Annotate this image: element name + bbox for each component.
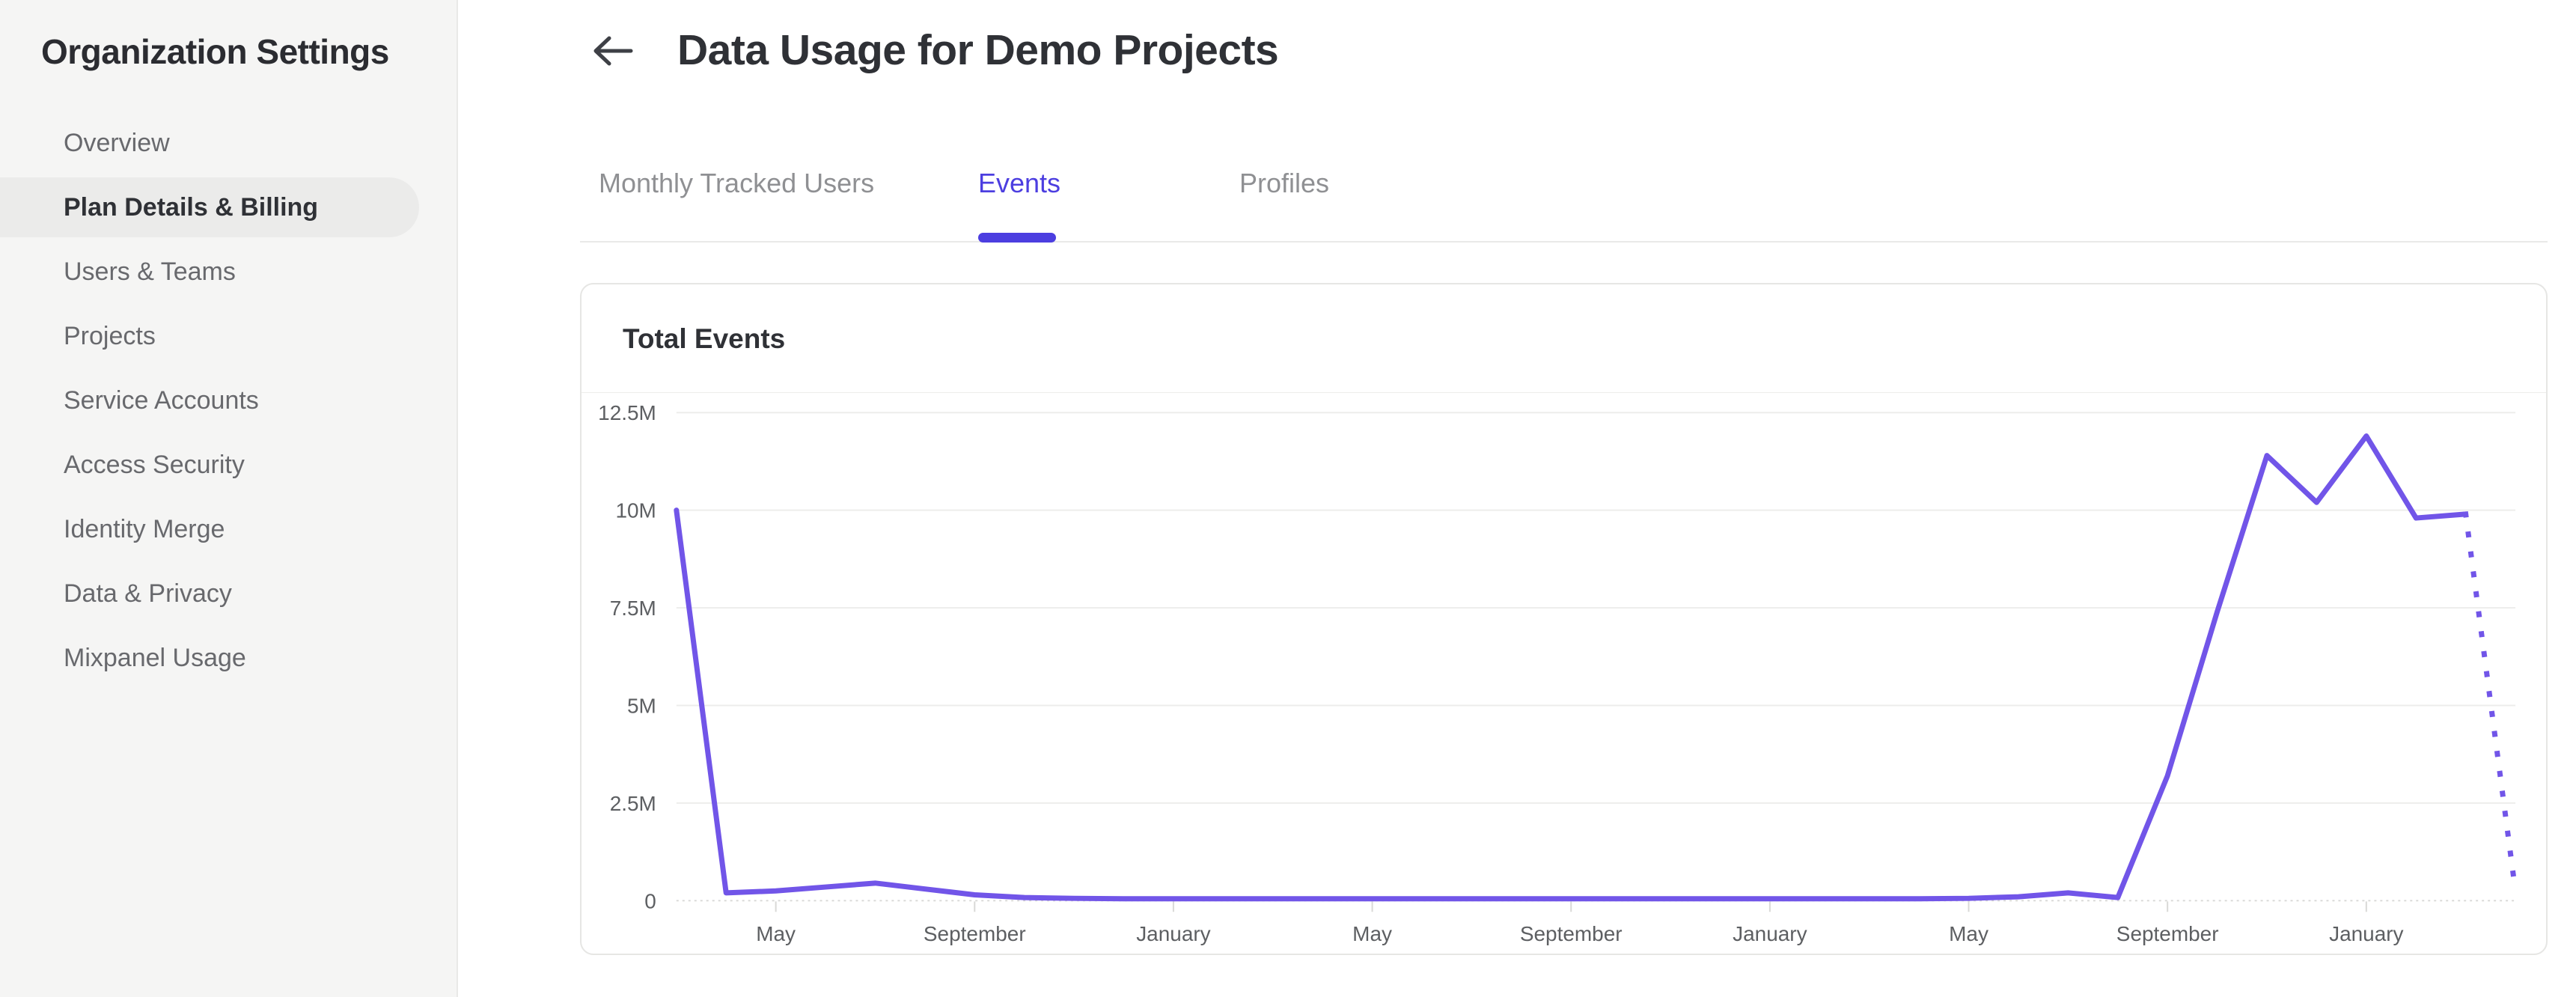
- sidebar-nav: Overview Plan Details & Billing Users & …: [0, 113, 458, 688]
- events-line: [674, 433, 2469, 902]
- tab-events[interactable]: Events: [978, 168, 1061, 198]
- sidebar-title: Organization Settings: [41, 32, 389, 71]
- x-axis-label: January: [2329, 922, 2403, 945]
- sidebar-item-overview[interactable]: Overview: [64, 128, 170, 157]
- x-axis-label: May: [1352, 922, 1392, 945]
- sidebar-item-mixpanel-usage[interactable]: Mixpanel Usage: [64, 643, 246, 672]
- active-tab-indicator: [978, 233, 1056, 243]
- chart-title: Total Events: [623, 323, 786, 354]
- back-arrow-icon: [590, 34, 634, 72]
- tab-profiles[interactable]: Profiles: [1239, 168, 1330, 198]
- x-axis-label: September: [1520, 922, 1623, 945]
- tab-monthly-tracked-users[interactable]: Monthly Tracked Users: [599, 168, 875, 198]
- x-axis-label: May: [756, 922, 796, 945]
- organization-settings-sidebar: Organization Settings Overview Plan Deta…: [0, 0, 458, 997]
- sidebar-item-access-security[interactable]: Access Security: [64, 450, 245, 479]
- tabs-bottom-border: [580, 241, 2548, 243]
- sidebar-item-plan-details-billing[interactable]: Plan Details & Billing: [0, 177, 419, 237]
- events-line-projected-dotted: [2462, 510, 2518, 894]
- y-axis-label: 0: [644, 889, 656, 912]
- y-axis-label: 5M: [627, 694, 656, 717]
- x-axis-label: January: [1136, 922, 1210, 945]
- y-axis-label: 7.5M: [610, 597, 656, 620]
- sidebar-item-service-accounts[interactable]: Service Accounts: [64, 385, 259, 415]
- x-axis-label: May: [1949, 922, 1989, 945]
- usage-line-chart: 12.5M 10M 7.5M 5M 2.5M 0 May September January Ma…: [598, 401, 2518, 945]
- sidebar-item-projects[interactable]: Projects: [64, 321, 156, 350]
- total-events-card: Total Events 12.5M 10M 7.5M 5M 2.5M 0 May Septe…: [580, 283, 2548, 955]
- card-divider: [582, 392, 2546, 393]
- back-button[interactable]: [588, 31, 636, 73]
- y-axis-label: 10M: [615, 499, 656, 522]
- y-axis-label: 2.5M: [610, 792, 656, 815]
- sidebar-item-identity-merge[interactable]: Identity Merge: [64, 514, 225, 543]
- x-axis-label: September: [2116, 922, 2219, 945]
- x-axis-label: September: [924, 922, 1026, 945]
- sidebar-item-data-privacy[interactable]: Data & Privacy: [64, 579, 232, 608]
- page-title: Data Usage for Demo Projects: [677, 26, 1279, 74]
- sidebar-item-users-teams[interactable]: Users & Teams: [64, 257, 236, 286]
- x-axis-label: January: [1733, 922, 1807, 945]
- y-axis-label: 12.5M: [598, 401, 656, 424]
